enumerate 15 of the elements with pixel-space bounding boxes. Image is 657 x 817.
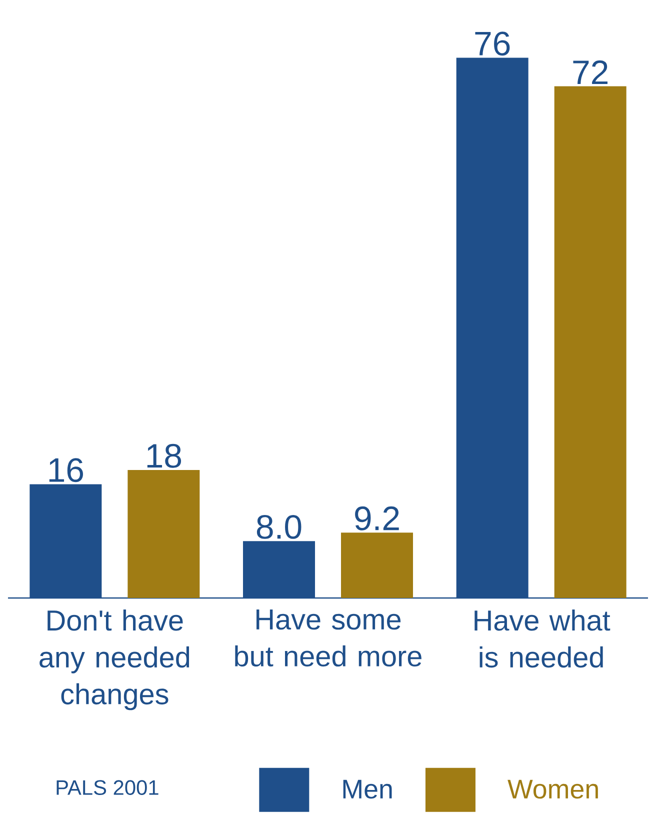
data-label: 76 xyxy=(475,32,510,56)
text: PALS 2001 xyxy=(56,780,158,795)
x-tick-label: Don't have any needed changes xyxy=(40,610,190,710)
x-tick-label: Have some but need more xyxy=(235,610,422,667)
data-label: 18 xyxy=(147,444,182,468)
data-label: 8.0 xyxy=(256,514,302,539)
data-label: 72 xyxy=(573,60,608,84)
bar xyxy=(341,532,414,598)
bar xyxy=(128,470,200,598)
x-tick-label: Have what is needed xyxy=(474,610,610,668)
legend-label: Women xyxy=(508,780,598,799)
data-label: 9.2 xyxy=(355,506,399,530)
legend-label: Men xyxy=(343,780,392,799)
data-label: 16 xyxy=(49,458,84,482)
bar xyxy=(554,86,626,598)
